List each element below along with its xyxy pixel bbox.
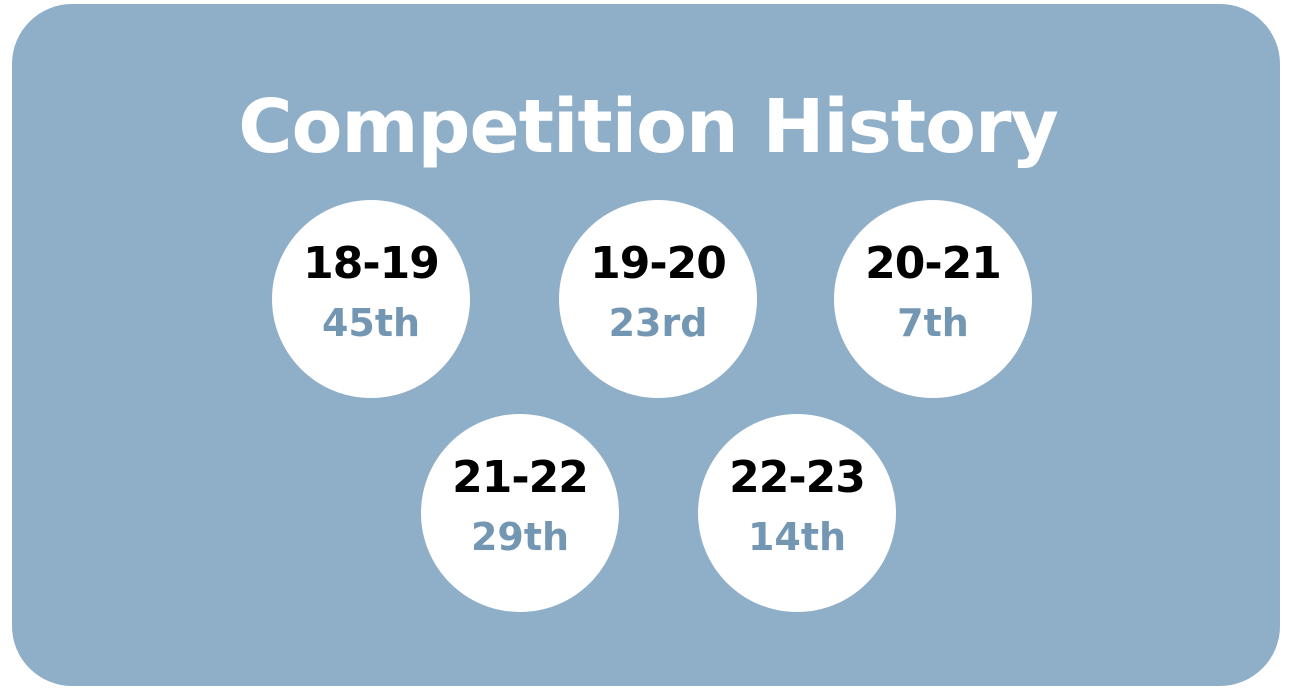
season-label: 18-19 xyxy=(303,238,440,289)
season-label: 19-20 xyxy=(590,238,727,289)
season-badge-21-22: 21-22 29th xyxy=(421,414,619,612)
page-title: Competition History xyxy=(238,84,1058,170)
season-rank: 23rd xyxy=(608,301,708,345)
season-rank: 45th xyxy=(321,301,421,345)
season-badge-20-21: 20-21 7th xyxy=(834,200,1032,398)
season-badge-22-23: 22-23 14th xyxy=(698,414,896,612)
season-rank: 14th xyxy=(747,515,847,559)
competition-history-card: Competition History 18-19 45th 19-20 23r… xyxy=(12,4,1280,686)
season-badge-19-20: 19-20 23rd xyxy=(559,200,757,398)
season-badge-18-19: 18-19 45th xyxy=(272,200,470,398)
season-rank: 29th xyxy=(470,515,570,559)
season-label: 21-22 xyxy=(452,452,589,503)
season-label: 20-21 xyxy=(865,238,1002,289)
season-rank: 7th xyxy=(897,301,969,345)
season-label: 22-23 xyxy=(729,452,866,503)
